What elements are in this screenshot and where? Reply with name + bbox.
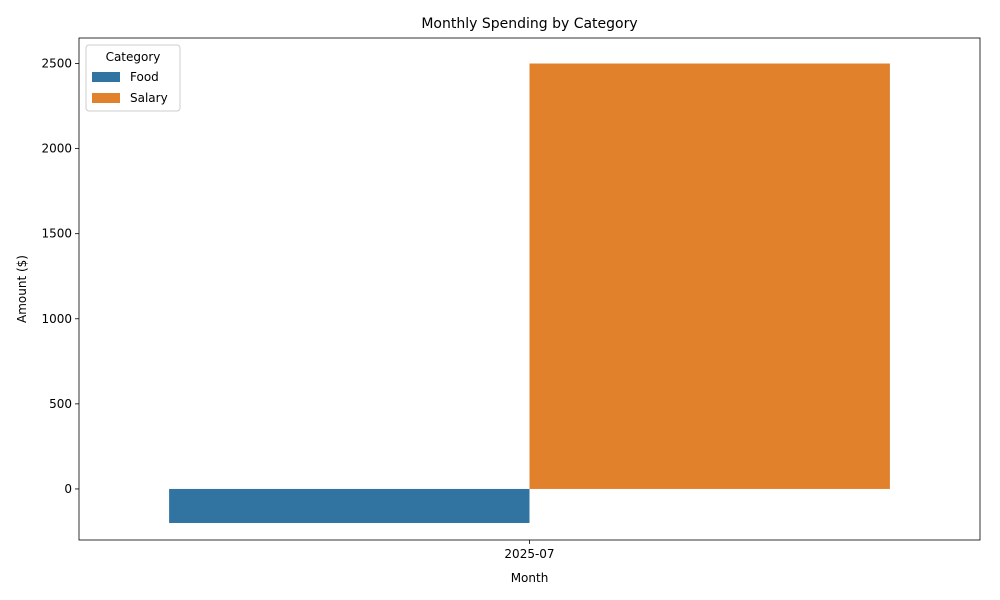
legend-title: Category — [106, 50, 161, 64]
x-axis: 2025-07 — [504, 540, 555, 561]
y-tick-label: 2500 — [41, 57, 72, 71]
y-tick-label: 500 — [49, 397, 72, 411]
legend-items: Food Salary — [92, 70, 168, 105]
legend-swatch-salary — [92, 93, 120, 103]
legend-swatch-food — [92, 72, 120, 82]
y-axis-title: Amount ($) — [15, 255, 29, 323]
bar-food — [169, 488, 530, 523]
legend: Category Food Salary — [85, 44, 181, 112]
y-tick-label: 0 — [64, 482, 72, 496]
y-tick-label: 1000 — [41, 312, 72, 326]
chart-title: Monthly Spending by Category — [421, 16, 637, 32]
x-tick-label: 2025-07 — [504, 547, 554, 561]
bar-salary — [529, 63, 890, 489]
legend-label-food: Food — [130, 70, 159, 84]
legend-label-salary: Salary — [130, 91, 168, 105]
y-tick-label: 2000 — [41, 142, 72, 156]
bars-layer — [169, 63, 890, 523]
x-axis-title: Month — [511, 571, 549, 585]
y-tick-label: 1500 — [41, 227, 72, 241]
y-axis: 0 500 1000 1500 2000 2500 — [41, 57, 79, 496]
